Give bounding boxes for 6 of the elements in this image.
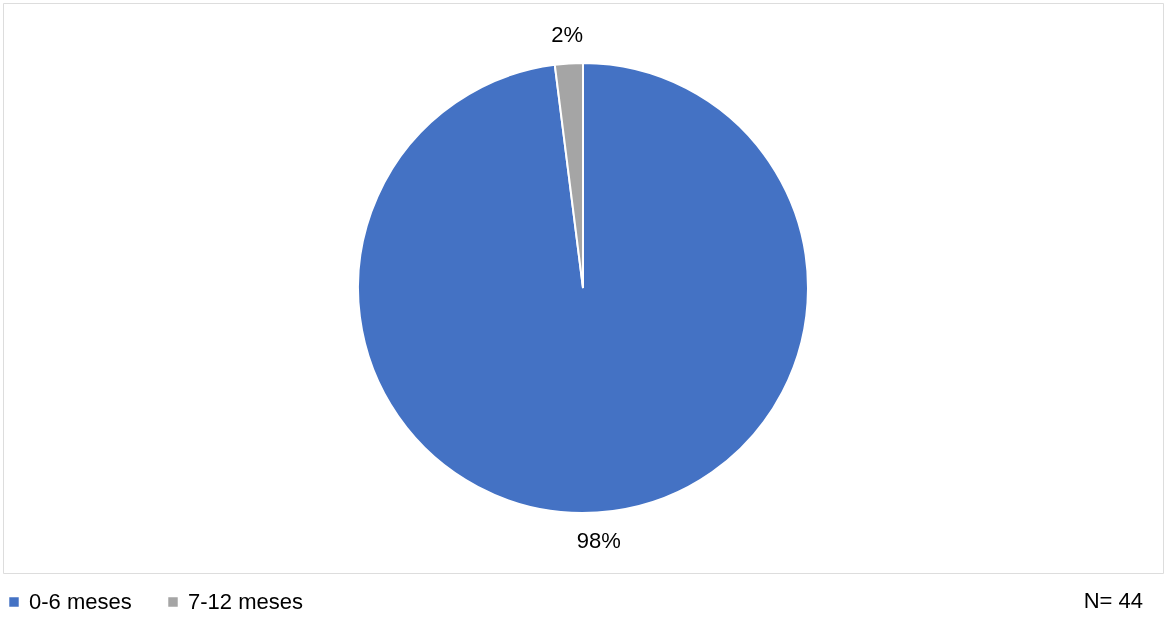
legend-label: 0-6 meses — [29, 589, 132, 614]
legend-label: 7-12 meses — [188, 589, 303, 614]
pie-slice — [357, 62, 809, 514]
data-label: 2% — [551, 22, 584, 48]
text: N= 44 — [1083, 588, 1143, 613]
data-label: 98% — [576, 527, 621, 553]
